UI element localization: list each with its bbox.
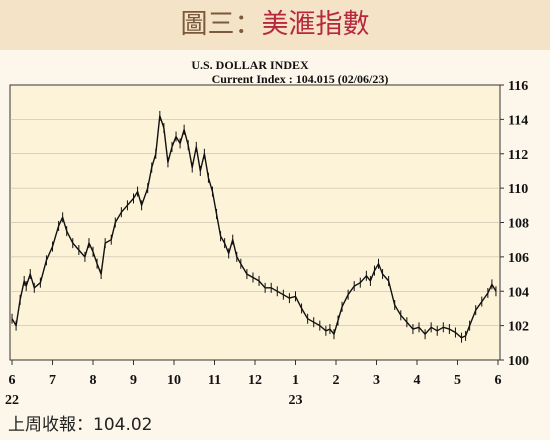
y-tick-label: 114 — [508, 113, 528, 128]
y-tick-label: 110 — [508, 182, 528, 197]
x-tick-label: 6 — [9, 373, 16, 388]
y-tick-label: 108 — [508, 217, 529, 232]
dollar-index-chart: U.S. DOLLAR INDEX Current Index : 104.01… — [5, 58, 529, 408]
x-tick-label: 2 — [332, 373, 339, 388]
x-tick-label: 1 — [292, 373, 299, 388]
x-tick-label: 10 — [167, 373, 181, 388]
x-year-label: 23 — [288, 393, 302, 408]
x-tick-label: 8 — [90, 373, 97, 388]
y-tick-label: 112 — [508, 148, 528, 163]
y-tick-label: 116 — [508, 79, 528, 94]
x-tick-label: 5 — [454, 373, 461, 388]
series-layer — [11, 110, 497, 343]
y-tick-label: 106 — [508, 251, 529, 266]
chart-title: U.S. DOLLAR INDEX — [191, 58, 309, 72]
y-tick-label: 104 — [508, 285, 529, 300]
title-prefix: 圖三： — [180, 9, 262, 40]
x-tick-label: 7 — [49, 373, 56, 388]
x-tick-label: 11 — [208, 373, 221, 388]
title-text: 美滙指數 — [261, 9, 370, 40]
y-tick-label: 102 — [508, 320, 529, 335]
last-close-note: 上周收報：104.02 — [8, 415, 153, 435]
x-tick-label: 9 — [130, 373, 137, 388]
x-tick-label: 6 — [494, 373, 501, 388]
title-bar — [0, 0, 550, 50]
series-line — [11, 115, 497, 339]
x-tick-label: 12 — [248, 373, 262, 388]
x-tick-label: 3 — [373, 373, 380, 388]
y-tick-label: 100 — [508, 354, 529, 369]
x-year-label: 22 — [5, 393, 19, 408]
y-axis: 100 102 104 106 108 110 112 114 116 — [500, 79, 529, 369]
page-title: 圖三：美滙指數 — [0, 0, 550, 50]
gridlines — [10, 119, 500, 326]
chart-subtitle: Current Index : 104.015 (02/06/23) — [212, 72, 389, 86]
x-tick-label: 4 — [413, 373, 420, 388]
